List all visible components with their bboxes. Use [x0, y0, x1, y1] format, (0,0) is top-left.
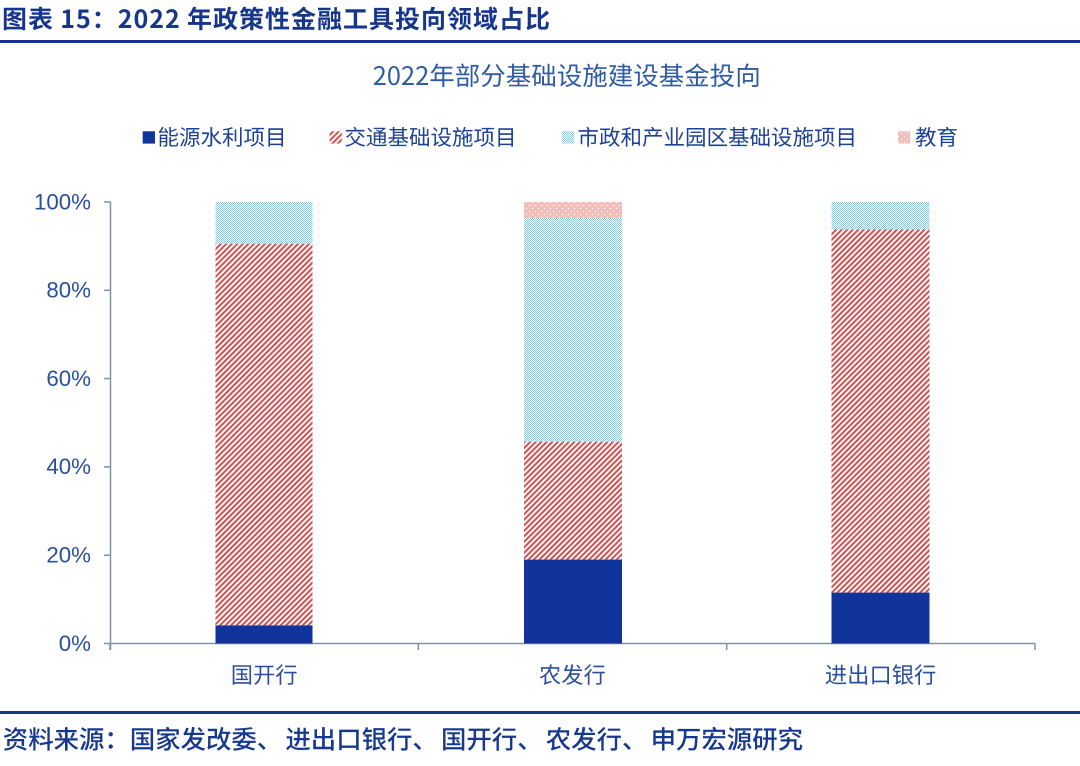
- svg-text:60%: 60%: [46, 366, 91, 391]
- svg-text:20%: 20%: [46, 543, 91, 568]
- svg-text:0%: 0%: [59, 631, 91, 656]
- svg-text:40%: 40%: [46, 454, 91, 479]
- svg-text:100%: 100%: [34, 189, 91, 214]
- svg-text:80%: 80%: [46, 278, 91, 303]
